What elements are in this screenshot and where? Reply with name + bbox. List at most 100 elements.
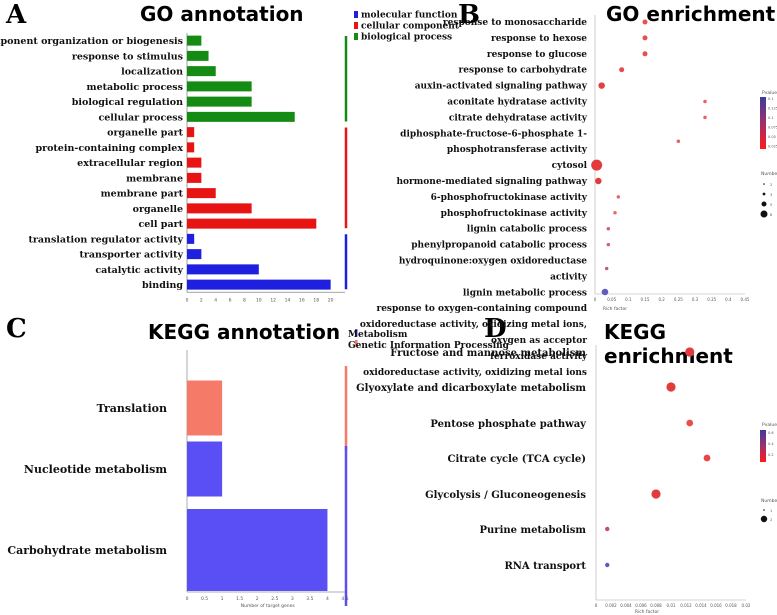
b-point: [591, 159, 603, 171]
d-point: [605, 526, 610, 532]
a-tick-label: membrane part: [101, 189, 184, 200]
a-legend-swatch: [354, 11, 358, 18]
b-point: [642, 35, 648, 41]
a-tick-label: transporter activity: [79, 250, 183, 261]
b-pvalue-tick: 0.05: [768, 135, 776, 139]
d-x-tick: 0.004: [620, 603, 632, 608]
b-size-key: [760, 210, 768, 218]
b-x-tick: 0.05: [607, 297, 616, 302]
a-tick-label: response to stimulus: [72, 51, 183, 62]
a-tick-label: cell part: [138, 219, 183, 230]
a-legend-label: biological process: [361, 33, 452, 43]
b-point: [676, 139, 681, 144]
a-bar: [187, 142, 195, 153]
c-x-tick: 1: [221, 596, 224, 602]
b-point: [601, 290, 606, 294]
panel-letter-b: B: [458, 0, 480, 30]
a-legend-swatch: [354, 22, 358, 29]
b-tick-label: activity: [550, 272, 588, 282]
b-size-key: [763, 183, 765, 185]
b-size-title: Number: [761, 171, 777, 177]
b-tick-label: citrate dehydratase activity: [449, 113, 588, 123]
a-x-tick: 18: [313, 297, 319, 303]
a-bar: [187, 172, 202, 183]
d-tick-label: Glycolysis / Gluconeogenesis: [425, 490, 586, 501]
b-point: [604, 266, 609, 271]
b-size-label: 5: [770, 203, 772, 207]
b-x-tick: 0.2: [658, 297, 665, 302]
b-tick-label: ferroxidase activity: [490, 352, 588, 362]
a-x-tick: 20: [328, 297, 334, 303]
b-pvalue-title: Pvalue: [762, 90, 777, 96]
c-legend-label: Genetic Information Processing: [348, 341, 510, 351]
d-point: [703, 454, 711, 462]
d-point: [666, 382, 676, 392]
c-legend-label: Metabolism: [348, 330, 408, 340]
b-pvalue-colorbar: [760, 97, 766, 149]
c-x-tick: 3: [291, 596, 294, 602]
b-x-label: Rich factor: [603, 306, 627, 312]
b-point: [703, 99, 707, 104]
c-x-tick: 3.5: [306, 596, 313, 602]
a-bar: [187, 157, 202, 168]
b-tick-label: response to glucose: [487, 50, 587, 60]
b-size-label: 6: [770, 213, 772, 217]
b-pvalue-tick: 0.1: [768, 97, 774, 101]
c-x-tick: 0.5: [201, 596, 208, 602]
a-tick-label: catalytic activity: [95, 265, 183, 276]
d-x-tick: 0.016: [710, 603, 722, 608]
a-x-tick: 12: [270, 297, 276, 303]
b-tick-label: lignin metabolic process: [463, 288, 587, 298]
b-point: [642, 19, 648, 25]
d-x-tick: 0.002: [605, 603, 617, 608]
b-tick-label: response to oxygen-containing compound: [376, 304, 587, 314]
c-tick-label: Carbohydrate metabolism: [7, 544, 167, 557]
a-tick-label: metabolic process: [87, 82, 183, 93]
c-x-tick: 2: [256, 596, 259, 602]
b-size-label: 2: [770, 183, 772, 187]
a-legend-label: molecular function: [361, 11, 458, 21]
a-bar: [187, 249, 202, 260]
a-tick-label: translation regulator activity: [29, 234, 184, 245]
b-x-tick: 0.1: [625, 297, 632, 302]
b-x-tick: 0.45: [741, 297, 750, 302]
a-bar: [187, 203, 252, 214]
b-tick-label: 6-phosphofructokinase activity: [431, 193, 588, 203]
panel-title-b: GO enrichment: [606, 2, 776, 26]
b-point: [642, 51, 648, 57]
a-x-tick: 16: [299, 297, 305, 303]
b-tick-label: oxidoreductase activity, oxidizing metal…: [363, 368, 587, 378]
d-point: [686, 419, 694, 427]
d-tick-label: Glyoxylate and dicarboxylate metabolism: [356, 383, 586, 394]
a-tick-label: localization: [121, 67, 183, 78]
c-x-label: Number of target genes: [241, 603, 296, 609]
a-tick-label: cellular process: [98, 112, 183, 123]
b-point: [619, 67, 625, 73]
panel-title-d: KEGG enrichment: [604, 320, 733, 368]
c-bar: [187, 441, 223, 497]
a-bar: [187, 127, 195, 138]
d-tick-label: Fructose and mannose metabolism: [390, 348, 586, 359]
b-tick-label: phosphotransferase activity: [447, 145, 588, 155]
d-pvalue-title: Pvalue: [762, 422, 777, 428]
a-legend-label: cellular component: [361, 22, 460, 32]
b-pvalue-tick: 0.075: [768, 126, 777, 130]
a-legend-swatch: [354, 33, 358, 40]
panel-title-c: KEGG annotation: [148, 320, 341, 344]
panel-letter-d: D: [484, 314, 507, 344]
b-tick-label: phosphofructokinase activity: [441, 209, 588, 219]
d-point: [605, 562, 610, 568]
a-bar: [187, 188, 216, 199]
a-x-tick: 8: [243, 297, 246, 303]
a-x-tick: 2: [200, 297, 203, 303]
d-pvalue-tick: 0.2: [768, 453, 774, 457]
a-tick-label: extracellular region: [77, 158, 183, 169]
d-x-tick: 0: [595, 603, 598, 608]
d-point: [685, 347, 695, 357]
a-bar: [187, 264, 259, 275]
b-size-label: 3: [770, 193, 772, 197]
d-pvalue-colorbar: [760, 430, 766, 462]
b-x-tick: 0.3: [692, 297, 699, 302]
a-bar: [187, 279, 331, 290]
